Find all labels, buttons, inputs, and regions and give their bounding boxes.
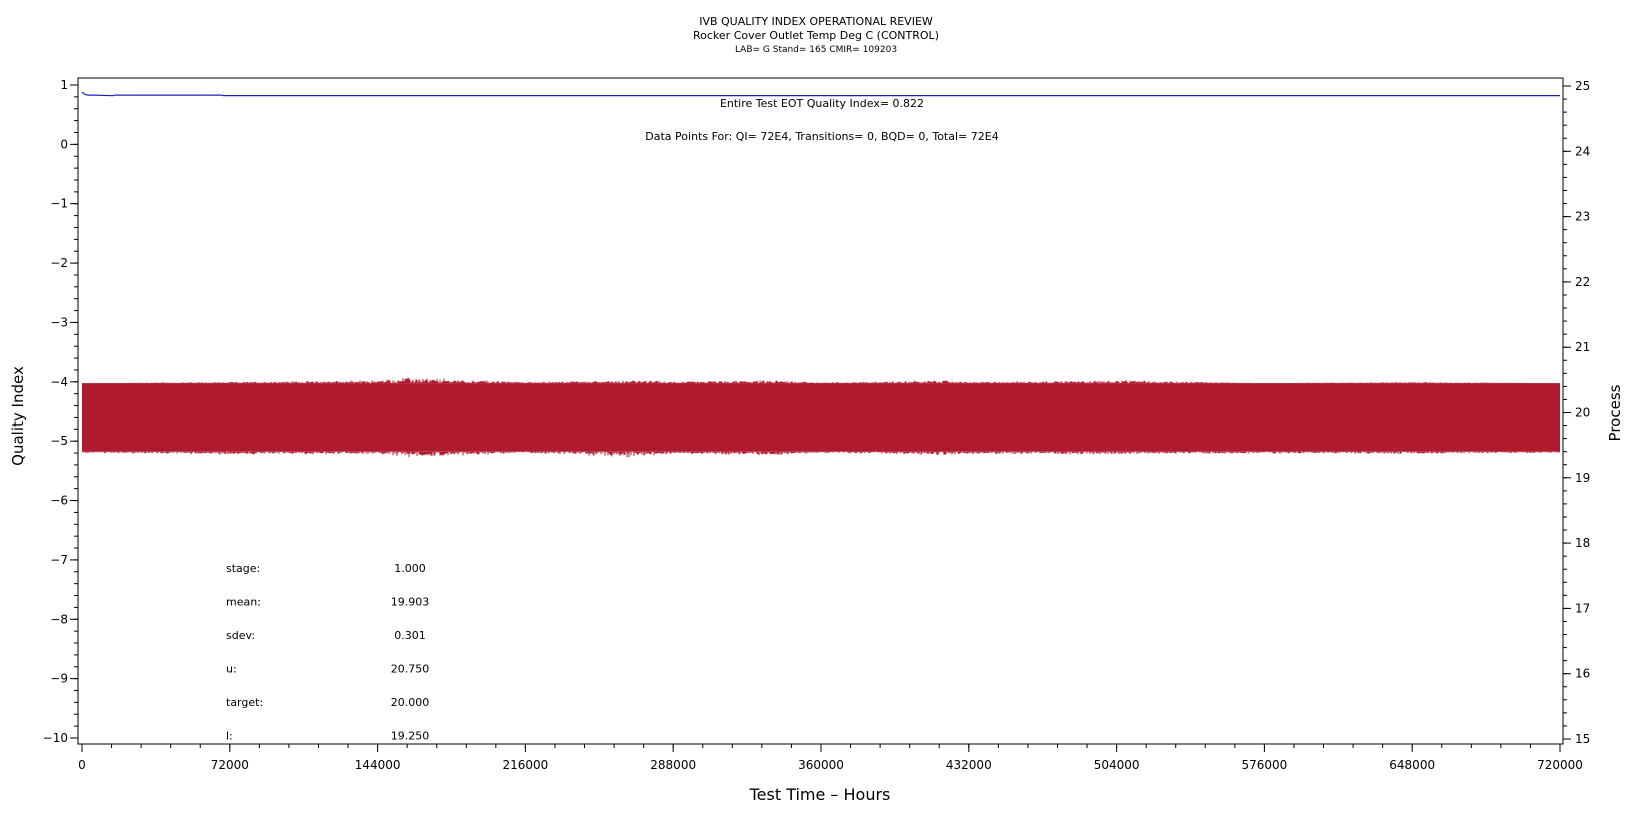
process-series-band: [82, 383, 1560, 452]
stat-value: 19.250: [391, 730, 430, 743]
stat-label: l:: [226, 730, 233, 743]
y-tick-label: −1: [50, 197, 68, 211]
stat-value: 0.301: [394, 629, 426, 642]
x-tick-label: 216000: [502, 758, 548, 772]
y2-tick-label: 25: [1575, 79, 1590, 93]
x-tick-label: 720000: [1537, 758, 1583, 772]
y-tick-label: −3: [50, 315, 68, 329]
stat-value: 19.903: [391, 596, 430, 609]
x-tick-label: 576000: [1241, 758, 1287, 772]
x-tick-label: 648000: [1389, 758, 1435, 772]
y-tick-label: −7: [50, 553, 68, 567]
y2-tick-label: 17: [1575, 601, 1590, 615]
x-tick-label: 0: [78, 758, 86, 772]
stats-table: stage: 1.000 mean: 19.903 sdev: 0.301 u: 20.750…: [226, 562, 429, 743]
y2-axis-label: Process: [1606, 384, 1624, 441]
x-tick-label: 504000: [1094, 758, 1140, 772]
stat-value: 20.750: [391, 663, 430, 676]
quality-index-series-line: [81, 91, 1560, 97]
stat-value: 1.000: [394, 562, 426, 575]
y-axis-label: Quality Index: [9, 366, 27, 466]
y2-tick-label: 16: [1575, 667, 1590, 681]
chart-title: IVB QUALITY INDEX OPERATIONAL REVIEW: [699, 15, 933, 28]
y-tick-label: −6: [50, 494, 68, 508]
y-axis-right: 25 24 23 22 21 20 19 18 17 16 15: [1563, 79, 1590, 746]
y-tick-label: −10: [43, 731, 68, 745]
y-tick-label: 0: [60, 137, 68, 151]
y2-tick-label: 15: [1575, 732, 1590, 746]
y-tick-label: −5: [50, 434, 68, 448]
stat-label: u:: [226, 663, 237, 676]
y2-tick-label: 21: [1575, 340, 1590, 354]
series-layer: [81, 91, 1560, 458]
x-axis-label: Test Time – Hours: [749, 785, 891, 804]
stat-value: 20.000: [391, 696, 430, 709]
data-points-annotation: Data Points For: QI= 72E4, Transitions= …: [645, 130, 998, 143]
y2-tick-label: 20: [1575, 406, 1590, 420]
x-tick-label: 432000: [946, 758, 992, 772]
x-axis: 0 72000 144000 216000 288000 360000 432000 5040…: [78, 744, 1583, 772]
y-tick-label: 1: [60, 78, 68, 92]
y-tick-label: −2: [50, 256, 68, 270]
y2-tick-label: 18: [1575, 536, 1590, 550]
x-tick-label: 144000: [355, 758, 401, 772]
y2-tick-label: 23: [1575, 210, 1590, 224]
stat-label: sdev:: [226, 629, 255, 642]
process-series-upper-noise: [98, 377, 1545, 384]
chart-subtitle-2: LAB= G Stand= 165 CMIR= 109203: [735, 45, 897, 55]
x-tick-label: 360000: [798, 758, 844, 772]
eot-quality-annotation: Entire Test EOT Quality Index= 0.822: [720, 97, 924, 110]
y2-tick-label: 24: [1575, 144, 1590, 158]
stat-label: target:: [226, 696, 263, 709]
stat-label: stage:: [226, 562, 260, 575]
y-tick-label: −4: [50, 375, 68, 389]
process-series-lower-noise: [81, 451, 1560, 458]
stat-label: mean:: [226, 596, 261, 609]
chart-subtitle: Rocker Cover Outlet Temp Deg C (CONTROL): [693, 29, 939, 42]
y-axis-left: 1 0 −1 −2 −3 −4 −5 −6 −7 −8 −9 −10: [43, 78, 78, 745]
x-tick-label: 288000: [650, 758, 696, 772]
x-tick-label: 72000: [211, 758, 249, 772]
y2-tick-label: 22: [1575, 275, 1590, 289]
y2-tick-label: 19: [1575, 471, 1590, 485]
y-tick-label: −9: [50, 672, 68, 686]
y-tick-label: −8: [50, 612, 68, 626]
